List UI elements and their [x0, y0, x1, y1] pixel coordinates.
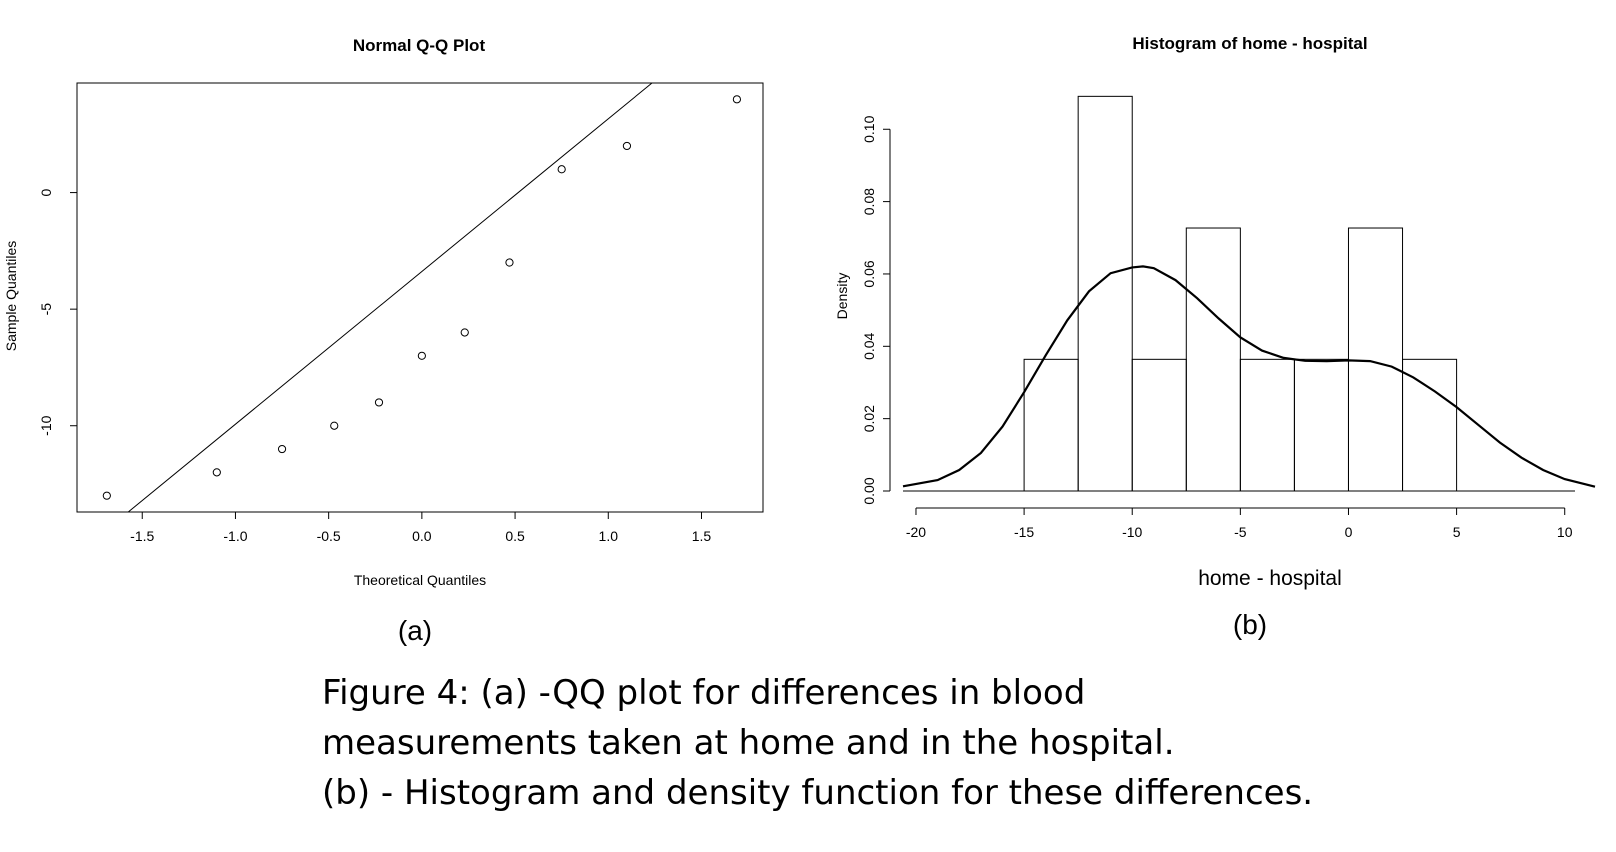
- qq-x-tick-label: -1.5: [130, 528, 154, 544]
- qq-reference-line: [127, 82, 653, 513]
- qq-plot-frame: [76, 82, 764, 513]
- qq-point: [460, 328, 469, 337]
- histogram-y-tick-label: 0.00: [861, 477, 877, 504]
- qq-point: [417, 351, 426, 360]
- qq-point: [374, 398, 384, 407]
- histogram-bar: [1402, 358, 1458, 492]
- histogram-x-tick-label: 10: [1557, 524, 1573, 540]
- caption-line-3: (b) - Histogram and density function for…: [322, 773, 1314, 813]
- qq-plot-title: Normal Q-Q Plot: [353, 36, 486, 55]
- qq-x-tick-label: 0.5: [505, 528, 525, 544]
- histogram-y-tick-label: 0.02: [861, 405, 877, 432]
- qq-point: [557, 165, 566, 174]
- qq-point: [732, 95, 742, 104]
- qq-x-tick-label: 0.0: [412, 528, 432, 544]
- histogram-x-tick-label: 0: [1345, 524, 1353, 540]
- histogram-y-tick-label: 0.06: [861, 260, 877, 287]
- panel-label-b: (b): [1233, 609, 1267, 640]
- histogram-y-tick-label: 0.04: [861, 332, 877, 359]
- histogram-bar: [1293, 358, 1349, 492]
- caption-line-2: measurements taken at home and in the ho…: [322, 723, 1175, 763]
- qq-point: [330, 421, 339, 430]
- histogram-x-axis: -20 -15 -10 -5 0 5 10: [906, 507, 1573, 540]
- histogram-y-axis-label: Density: [834, 273, 850, 320]
- histogram-bars: [1023, 95, 1458, 492]
- qq-point: [102, 491, 111, 500]
- caption-line-1: Figure 4: (a) -QQ plot for differences i…: [322, 673, 1086, 713]
- qq-x-axis-label: Theoretical Quantiles: [354, 572, 486, 588]
- qq-x-axis: -1.5 -1.0 -0.5 0.0 0.5 1.0 1.5: [130, 512, 711, 544]
- qq-point: [212, 468, 221, 477]
- histogram: Histogram of home - hospital -20 -15 -10 -5…: [834, 34, 1596, 590]
- qq-x-tick-label: -0.5: [317, 528, 341, 544]
- histogram-x-axis-label: home - hospital: [1198, 567, 1342, 590]
- qq-x-tick-label: 1.0: [599, 528, 619, 544]
- qq-y-tick-label: -10: [38, 415, 54, 435]
- histogram-bar: [1347, 227, 1404, 492]
- panel-label-a: (a): [398, 615, 432, 646]
- histogram-x-tick-label: -20: [906, 524, 926, 540]
- histogram-y-tick-label: 0.10: [861, 115, 877, 142]
- qq-y-axis-label: Sample Quantiles: [3, 241, 19, 352]
- figure-caption: Figure 4: (a) -QQ plot for differences i…: [322, 668, 1313, 818]
- histogram-y-tick-label: 0.08: [861, 188, 877, 215]
- qq-point: [505, 258, 514, 267]
- histogram-x-tick-label: 5: [1453, 524, 1461, 540]
- qq-point: [622, 141, 632, 151]
- qq-points: [102, 95, 742, 500]
- histogram-y-axis: 0.00 0.02 0.04 0.06 0.08 0.10: [861, 115, 891, 505]
- histogram-x-tick-label: -10: [1122, 524, 1142, 540]
- qq-y-tick-label: -5: [38, 303, 54, 316]
- histogram-x-tick-label: -5: [1234, 524, 1247, 540]
- qq-point: [277, 444, 287, 454]
- histogram-bar: [1131, 358, 1187, 492]
- density-curve: [902, 265, 1596, 488]
- histogram-title: Histogram of home - hospital: [1132, 34, 1367, 53]
- qq-x-tick-label: 1.5: [692, 528, 712, 544]
- histogram-x-tick-label: -15: [1014, 524, 1034, 540]
- qq-y-axis: 0 -5 -10: [38, 188, 77, 436]
- qq-plot: Normal Q-Q Plot -1.5 -1.0 -0.5 0.0 0.5 1.0 1.5…: [3, 36, 764, 588]
- histogram-bar: [1185, 227, 1241, 492]
- histogram-bar: [1239, 358, 1295, 492]
- qq-y-tick-label: 0: [38, 188, 54, 196]
- qq-x-tick-label: -1.0: [223, 528, 247, 544]
